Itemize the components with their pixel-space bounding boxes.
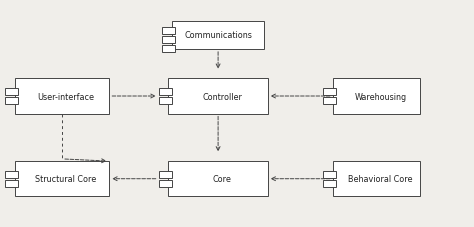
Bar	[5, 89, 18, 95]
Bar	[5, 98, 18, 104]
Bar	[162, 37, 175, 44]
Bar	[168, 161, 268, 196]
Bar	[15, 161, 109, 196]
Bar	[323, 180, 336, 187]
Bar	[333, 161, 420, 196]
Text: Communications: Communications	[184, 31, 252, 40]
Bar	[5, 171, 18, 178]
Text: Structural Core: Structural Core	[36, 174, 97, 183]
Bar	[162, 46, 175, 53]
Bar	[15, 79, 109, 114]
Text: Behavioral Core: Behavioral Core	[348, 174, 413, 183]
Bar	[172, 22, 264, 50]
Bar	[158, 98, 172, 104]
Bar	[158, 180, 172, 187]
Bar	[158, 171, 172, 178]
Bar	[5, 180, 18, 187]
Text: Controller: Controller	[202, 92, 242, 101]
Bar	[168, 79, 268, 114]
Bar	[158, 89, 172, 95]
Text: User-interface: User-interface	[37, 92, 95, 101]
Text: Warehousing: Warehousing	[355, 92, 406, 101]
Bar	[323, 89, 336, 95]
Bar	[162, 28, 175, 35]
Text: Core: Core	[213, 174, 231, 183]
Bar	[333, 79, 420, 114]
Bar	[323, 98, 336, 104]
Bar	[323, 171, 336, 178]
